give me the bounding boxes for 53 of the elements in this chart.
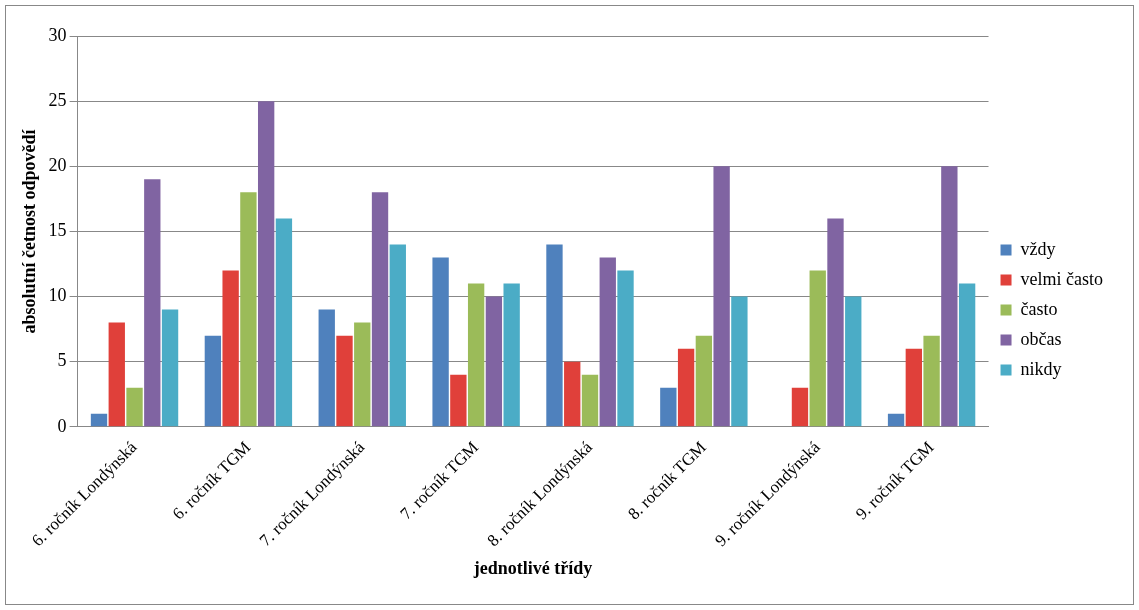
bar	[432, 257, 449, 427]
bar	[144, 179, 161, 427]
bar	[275, 218, 293, 427]
bar	[677, 348, 695, 427]
x-axis-title: jednotlivé třídy	[472, 557, 593, 578]
bar	[564, 361, 581, 427]
bar	[941, 166, 958, 427]
bar	[660, 387, 677, 427]
y-tick-label: 30	[48, 24, 67, 45]
bar	[809, 270, 826, 427]
bar	[695, 335, 713, 427]
bar	[731, 296, 748, 427]
bar	[354, 322, 371, 427]
bar	[617, 270, 634, 427]
bar	[905, 348, 922, 427]
bar	[240, 192, 257, 427]
bar	[389, 244, 406, 427]
legend-label: často	[1020, 298, 1058, 319]
bar	[503, 283, 520, 427]
bar	[204, 335, 222, 427]
bar	[257, 101, 275, 427]
bar	[827, 218, 844, 427]
bar	[713, 166, 730, 427]
bar	[958, 283, 976, 427]
bar	[318, 309, 335, 427]
legend-label: velmi často	[1020, 268, 1104, 289]
legend-label: nikdy	[1020, 358, 1062, 379]
bar	[108, 322, 125, 427]
y-axis-title: absolutní četnost odpovědí	[19, 128, 40, 334]
bar	[161, 309, 179, 427]
bar	[599, 257, 616, 427]
bar	[336, 335, 353, 427]
y-tick-label: 10	[48, 285, 67, 306]
bar	[581, 374, 599, 427]
y-tick-label: 5	[57, 350, 67, 371]
bar	[887, 413, 905, 427]
y-tick-label: 20	[48, 155, 67, 176]
bar	[371, 192, 389, 427]
bar	[90, 413, 108, 427]
legend-label: vždy	[1020, 238, 1056, 259]
bar	[485, 296, 503, 427]
bar	[546, 244, 563, 427]
bar	[845, 296, 862, 427]
bar	[467, 283, 485, 427]
bar	[923, 335, 940, 427]
bar	[126, 387, 143, 427]
y-tick-label: 0	[57, 415, 67, 436]
y-tick-label: 15	[48, 220, 67, 241]
y-tick-label: 25	[48, 89, 67, 110]
bar	[222, 270, 239, 427]
legend-label: občas	[1020, 328, 1062, 349]
bar	[450, 374, 467, 427]
bar	[791, 387, 809, 427]
